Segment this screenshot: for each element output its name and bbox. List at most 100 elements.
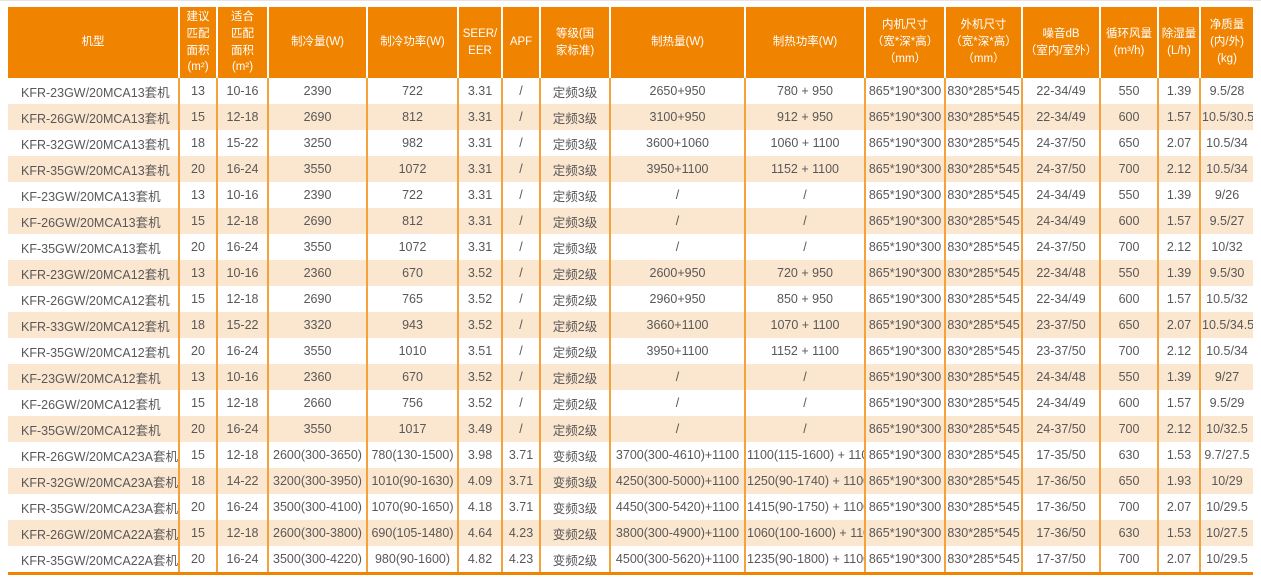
cell-cooling_capacity: 3500(300-4100) (268, 494, 368, 520)
cell-cooling_power: 812 (367, 208, 459, 234)
cell-net_weight: 9/27 (1214, 370, 1240, 384)
cell-outdoor_size: 830*285*545 (945, 78, 1023, 104)
table-row: KF-26GW/20MCA13套机 15 12-18 2690 812 3.31/定频3级… (8, 208, 1253, 234)
cell-energy_grade: 变频3级 (540, 494, 611, 520)
cell-energy_grade: 定频3级 (540, 234, 611, 260)
cell-apf: / (502, 260, 541, 286)
cell-fit_area: 10-16 (217, 182, 269, 208)
cell-airflow: 600 (1100, 390, 1159, 416)
cell-noise: 24-37/50 (1022, 130, 1101, 156)
model-cell: KFR-23GW/20MCA13套机 (8, 78, 180, 104)
cell-airflow: 550 (1100, 78, 1159, 104)
cell-heating_power: / (745, 364, 866, 390)
cell-cooling_power: 722 (367, 78, 459, 104)
cell-heating_power: 850 + 950 (745, 286, 866, 312)
cell-indoor_size: 865*190*300 (865, 156, 946, 182)
cell-net_weight: 9.5/28 (1209, 84, 1245, 98)
cell-airflow: 700 (1100, 494, 1159, 520)
column-header-airflow: 循环风量 (m³/h) (1100, 7, 1159, 78)
cell-airflow: 700 (1100, 416, 1159, 442)
column-header-cooling_power: 制冷功率(W) (367, 7, 459, 78)
cell-net_weight: 10.5/32 (1206, 292, 1248, 306)
cell-airflow: 650 (1100, 130, 1159, 156)
cell-net_weight: 10.5/34 (1206, 136, 1248, 150)
cell-fit_area: 16-24 (217, 494, 269, 520)
cell-cooling_power: 1010 (367, 338, 459, 364)
cell-rec_area: 20 (179, 546, 218, 572)
cell-indoor_size: 865*190*300 (865, 364, 946, 390)
cell-rec_area: 15 (179, 520, 218, 546)
cell-energy_grade: 定频3级 (540, 156, 611, 182)
cell-outdoor_size: 830*285*545 (945, 208, 1023, 234)
column-header-apf: APF (502, 7, 541, 78)
cell-heating_capacity: 3800(300-4900)+1100 (610, 520, 746, 546)
cell-cooling_capacity: 2390 (268, 78, 368, 104)
cell-cooling_capacity: 2360 (268, 364, 368, 390)
model-cell: KFR-35GW/20MCA12套机 (8, 338, 180, 364)
column-header-seer_eer: SEER/ EER (458, 7, 503, 78)
cell-dehumidify: 1.57 (1158, 390, 1201, 416)
cell-noise: 24-37/50 (1022, 234, 1101, 260)
cell-energy_grade: 定频2级 (540, 286, 611, 312)
cell-apf: / (502, 130, 541, 156)
cell-airflow: 550 (1100, 182, 1159, 208)
table-header: 机型 建议 匹配 面积 (m²) 适合 匹配 面积 (m²) 制冷量(W) 制冷功率(W… (8, 7, 1253, 78)
cell-indoor_size: 865*190*300 (865, 546, 946, 572)
cell-dehumidify: 1.39 (1158, 182, 1201, 208)
cell-fit_area: 15-22 (217, 312, 269, 338)
column-header-energy_grade: 等级(国 家标准) (540, 7, 611, 78)
cell-rec_area: 20 (179, 494, 218, 520)
cell-rec_area: 20 (179, 234, 218, 260)
model-cell: KF-35GW/20MCA12套机 (8, 416, 180, 442)
cell-airflow: 700 (1100, 546, 1159, 572)
cell-apf: / (502, 390, 541, 416)
table-row: KF-26GW/20MCA12套机 15 12-18 2660 756 3.52/定频2级… (8, 390, 1253, 416)
cell-indoor_size: 865*190*300 (865, 468, 946, 494)
cell-net_weight: 10/29.5 (1206, 552, 1248, 566)
cell-heating_capacity: / (610, 416, 746, 442)
cell-indoor_size: 865*190*300 (865, 260, 946, 286)
cell-heating_capacity: 4450(300-5420)+1100 (610, 494, 746, 520)
cell-fit_area: 12-18 (217, 442, 269, 468)
cell-heating_capacity: 3950+1100 (610, 156, 746, 182)
cell-indoor_size: 865*190*300 (865, 182, 946, 208)
cell-dehumidify: 2.12 (1158, 338, 1201, 364)
cell-airflow: 700 (1100, 338, 1159, 364)
cell-energy_grade: 定频2级 (540, 260, 611, 286)
column-header-heating_capacity: 制热量(W) (610, 7, 746, 78)
cell-airflow: 630 (1100, 442, 1159, 468)
cell-dehumidify: 1.53 (1158, 442, 1201, 468)
cell-seer_eer: 3.52 (458, 390, 503, 416)
cell-apf: 3.71 (502, 494, 541, 520)
cell-net_weight: 10.5/30.5 (1202, 110, 1253, 124)
cell-apf: 3.71 (502, 468, 541, 494)
model-cell: KFR-32GW/20MCA23A套机 (8, 468, 180, 494)
model-cell: KF-23GW/20MCA13套机 (8, 182, 180, 208)
column-header-model: 机型 (8, 7, 180, 78)
cell-noise: 17-36/50 (1022, 520, 1101, 546)
cell-energy_grade: 变频2级 (540, 520, 611, 546)
cell-seer_eer: 3.52 (458, 286, 503, 312)
cell-heating_power: 1250(90-1740) + 1100 (745, 468, 866, 494)
cell-energy_grade: 定频2级 (540, 390, 611, 416)
cell-rec_area: 13 (179, 78, 218, 104)
model-cell: KFR-35GW/20MCA23A套机 (8, 494, 180, 520)
cell-dehumidify: 2.12 (1158, 156, 1201, 182)
model-cell: KF-35GW/20MCA13套机 (8, 234, 180, 260)
cell-apf: / (502, 286, 541, 312)
cell-energy_grade: 变频3级 (540, 442, 611, 468)
cell-apf: / (502, 78, 541, 104)
cell-fit_area: 16-24 (217, 156, 269, 182)
cell-rec_area: 15 (179, 286, 218, 312)
cell-dehumidify: 1.57 (1158, 104, 1201, 130)
cell-cooling_power: 722 (367, 182, 459, 208)
cell-outdoor_size: 830*285*545 (945, 104, 1023, 130)
model-cell: KF-23GW/20MCA12套机 (8, 364, 180, 390)
cell-noise: 22-34/49 (1022, 78, 1101, 104)
cell-airflow: 550 (1100, 364, 1159, 390)
cell-noise: 17-36/50 (1022, 494, 1101, 520)
cell-seer_eer: 3.51 (458, 338, 503, 364)
table-row: KFR-35GW/20MCA12套机 20 16-24 3550 1010 3.51/定频… (8, 338, 1253, 364)
table-row: KFR-32GW/20MCA23A套机 18 14-22 3200(300-3950)… (8, 468, 1253, 494)
table-row: KFR-23GW/20MCA13套机 13 10-16 2390 722 3.31/定频3… (8, 78, 1253, 104)
